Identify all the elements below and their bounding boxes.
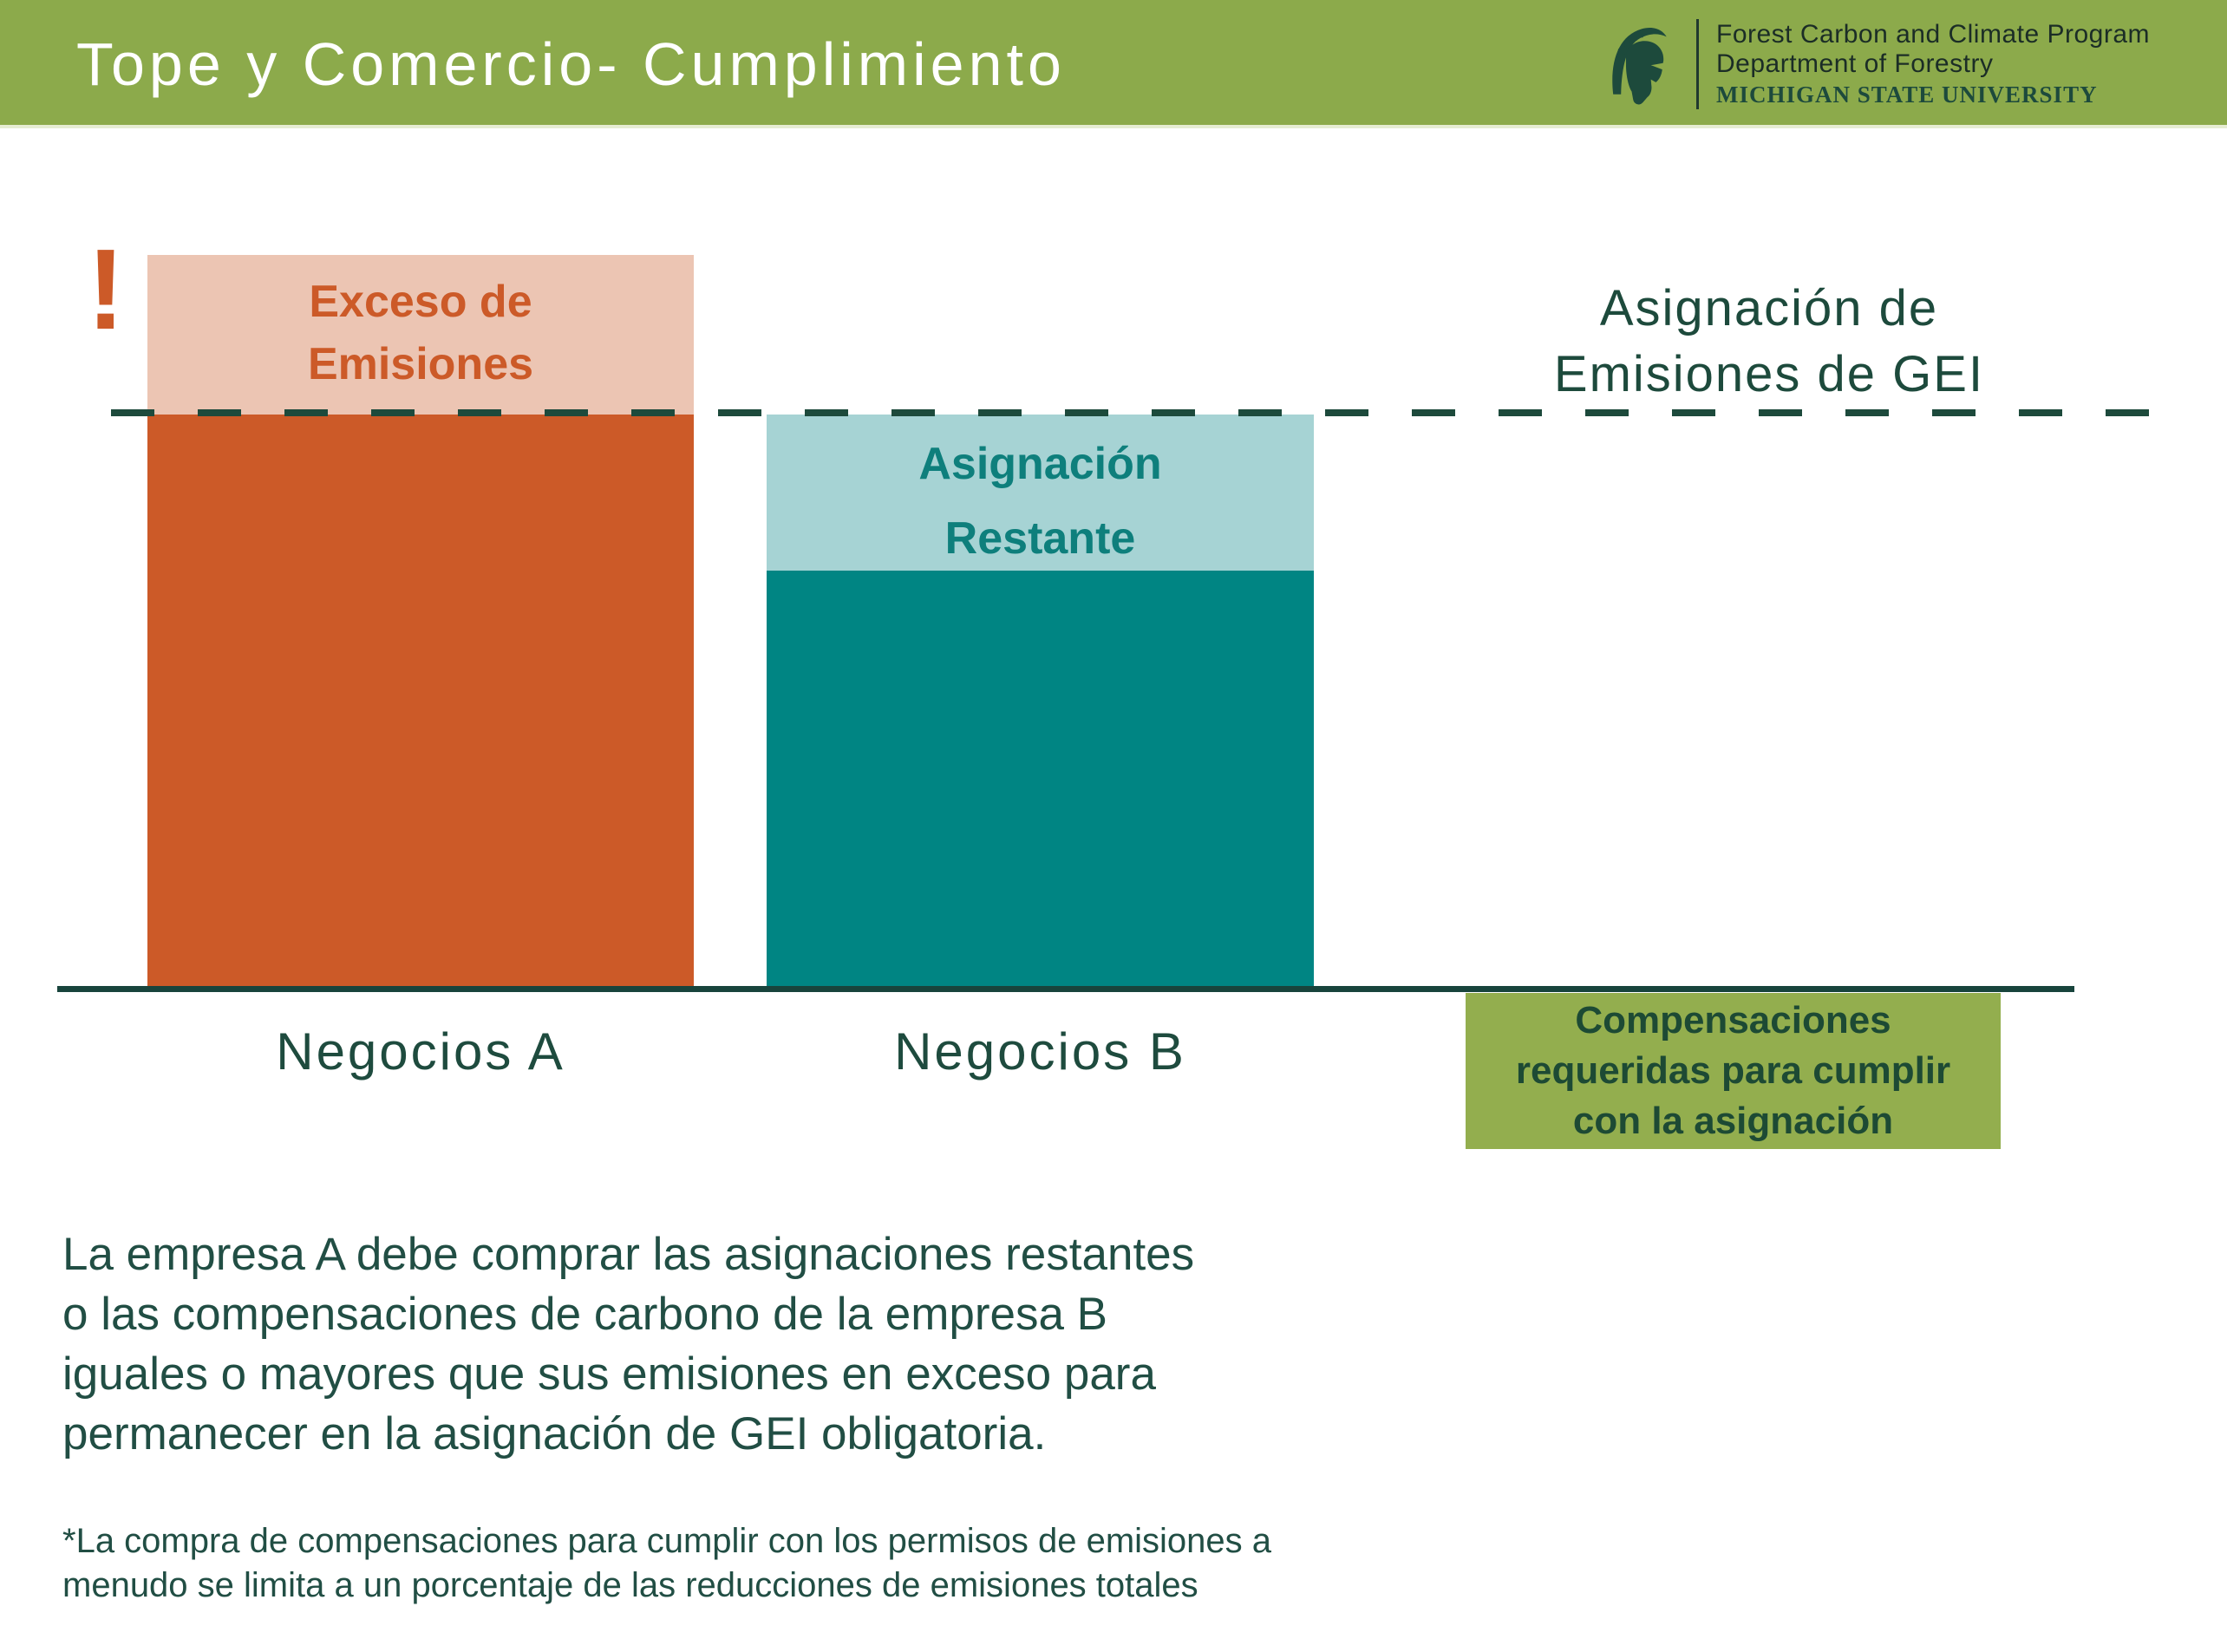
header-bar: Tope y Comercio- Cumplimiento Forest Car… [0, 0, 2227, 128]
baseline-axis [57, 986, 2074, 992]
warning-exclamation-mark: ! [87, 225, 125, 353]
msu-spartan-helmet-icon [1612, 27, 1667, 105]
logo-department-name: Department of Forestry [1716, 49, 1994, 78]
bar-b-emissions-segment [767, 571, 1314, 991]
allocation-cap-dashed-line [111, 409, 2184, 416]
bar-b-remaining-allocation-segment: Asignación Restante [767, 415, 1314, 571]
offsets-required-box: Compensaciones requeridas para cumplir c… [1466, 993, 2001, 1149]
bar-a-excess-segment: Exceso de Emisiones [147, 255, 694, 415]
bar-a-category-label: Negocios A [276, 1022, 565, 1081]
logo-program-name: Forest Carbon and Climate Program [1716, 20, 2151, 49]
footnote-text: *La compra de compensaciones para cumpli… [62, 1522, 1272, 1604]
logo-university-wordmark: MICHIGAN STATE UNIVERSITY [1716, 82, 2098, 108]
bar-b-category-label: Negocios B [894, 1022, 1186, 1081]
remaining-allocation-label: Asignación Restante [918, 439, 1162, 564]
msu-logo: Forest Carbon and Climate Program Depart… [1606, 0, 2150, 128]
explanation-paragraph: La empresa A debe comprar las asignacion… [62, 1229, 1195, 1459]
bar-a-emissions-segment [147, 415, 694, 991]
allocation-cap-label: Asignación de Emisiones de GEI [1553, 280, 1985, 402]
offsets-required-label: Compensaciones requeridas para cumplir c… [1515, 999, 1951, 1142]
logo-text-block: Forest Carbon and Climate Program Depart… [1716, 20, 2150, 108]
logo-divider [1696, 19, 1699, 109]
page-title: Tope y Comercio- Cumplimiento [76, 30, 1066, 98]
excess-emissions-label: Exceso de Emisiones [307, 277, 534, 389]
